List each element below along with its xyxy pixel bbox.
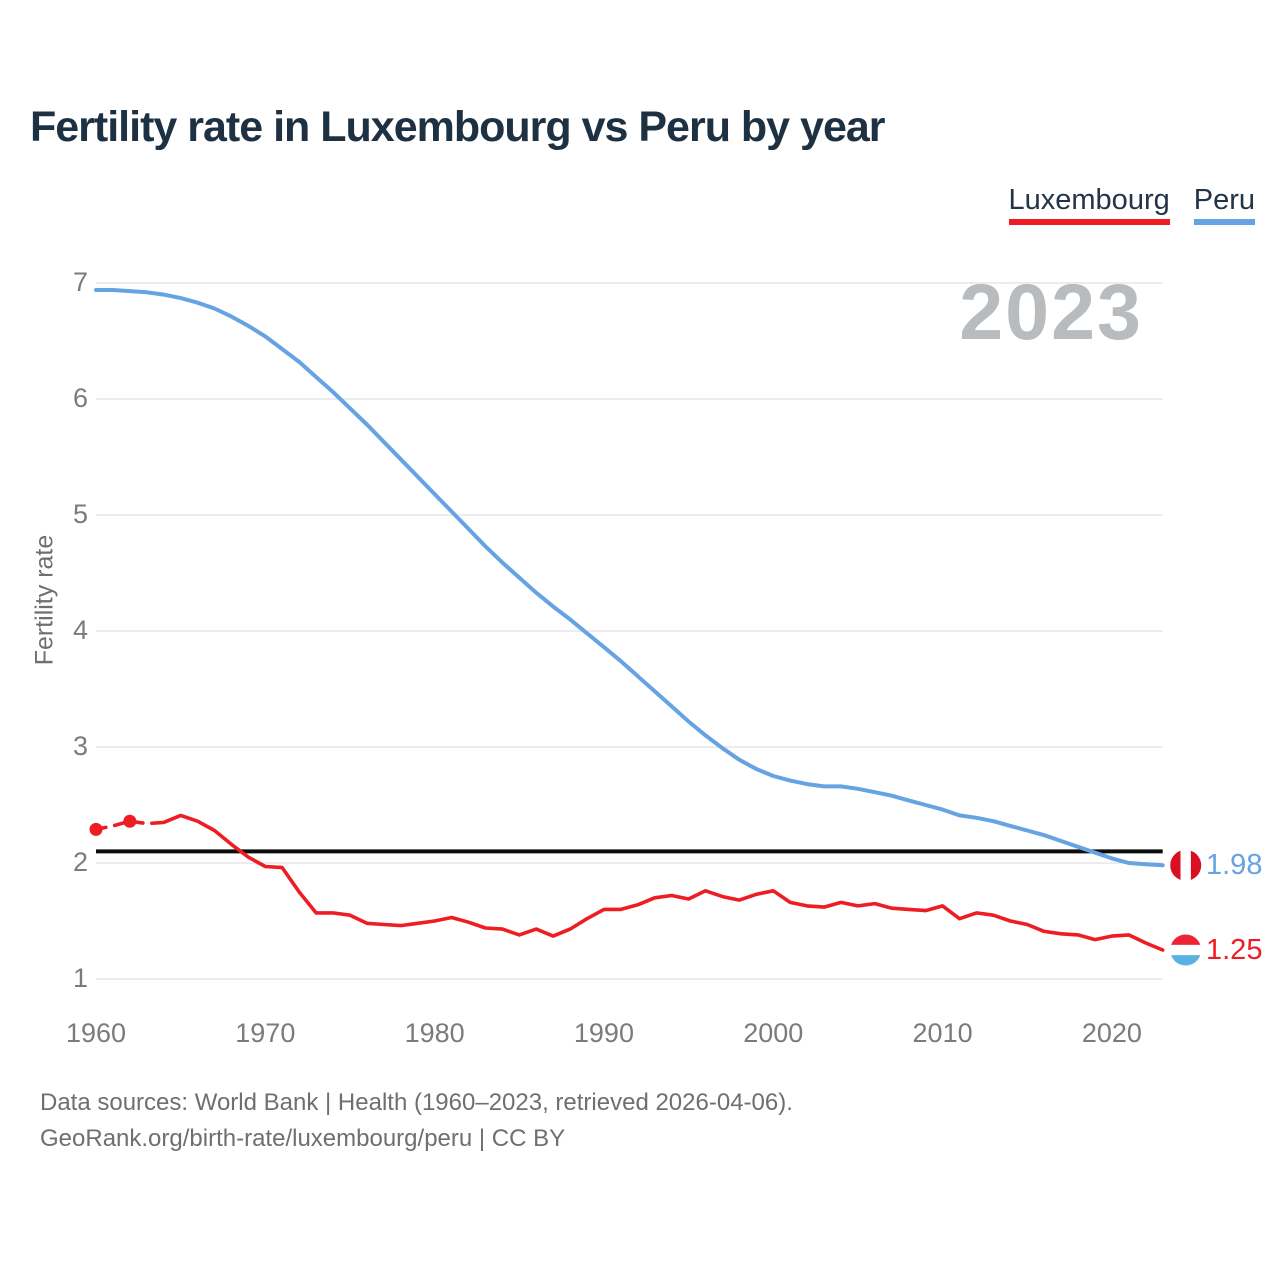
- footer-line-sources: Data sources: World Bank | Health (1960–…: [40, 1089, 793, 1116]
- luxembourg-marker-1962: [123, 814, 137, 828]
- luxembourg-line: [161, 813, 1165, 952]
- page-title: Fertility rate in Luxembourg vs Peru by …: [30, 103, 886, 151]
- legend-item-peru[interactable]: Peru: [1193, 184, 1255, 225]
- peru-line: [94, 288, 1165, 868]
- data-sources-footer: Data sources: World Bank | Health (1960–…: [40, 1085, 793, 1157]
- y-tick-label-5: 5: [72, 499, 88, 529]
- legend-item-luxembourg[interactable]: Luxembourg: [1008, 184, 1170, 225]
- legend: Luxembourg Peru: [1008, 184, 1255, 225]
- y-tick-label-3: 3: [72, 731, 88, 761]
- peru-end-value: 1.98: [1206, 849, 1263, 882]
- y-tick-label-1: 1: [72, 963, 88, 993]
- year-watermark: 2023: [959, 267, 1143, 356]
- footer-line-attribution: GeoRank.org/birth-rate/luxembourg/peru |…: [40, 1125, 566, 1152]
- x-tick-label-1970: 1970: [235, 1018, 296, 1048]
- luxembourg-line-dashed: [94, 819, 166, 832]
- x-tick-label-2000: 2000: [743, 1018, 804, 1048]
- x-tick-label-1990: 1990: [573, 1018, 634, 1048]
- y-tick-label-6: 6: [72, 383, 88, 413]
- luxembourg-marker-1960: [89, 822, 103, 836]
- x-tick-label-2020: 2020: [1081, 1018, 1142, 1048]
- x-tick-label-1960: 1960: [65, 1018, 127, 1048]
- luxembourg-end-value: 1.25: [1206, 934, 1263, 966]
- peru-flag-icon: [1170, 849, 1202, 881]
- luxembourg-flag-icon: [1170, 934, 1202, 966]
- x-tick-label-2010: 2010: [912, 1018, 973, 1048]
- y-tick-label-7: 7: [72, 267, 88, 297]
- y-tick-label-2: 2: [72, 847, 88, 877]
- x-tick-label-1980: 1980: [404, 1018, 465, 1048]
- y-tick-label-4: 4: [72, 615, 88, 645]
